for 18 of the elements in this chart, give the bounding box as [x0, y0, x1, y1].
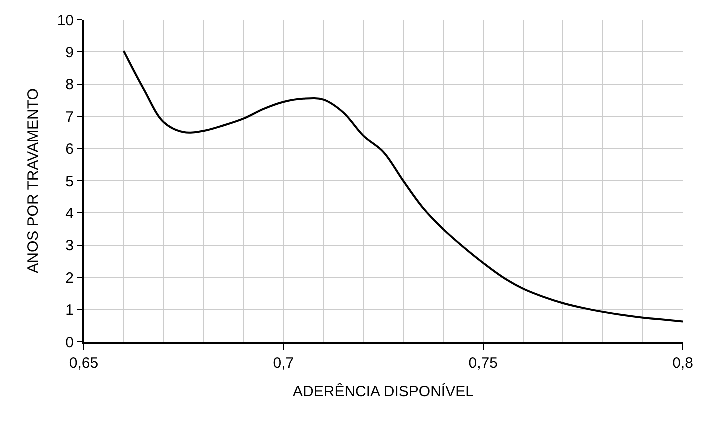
y-tick-label: 0	[66, 334, 74, 352]
y-tick-label: 1	[66, 302, 74, 320]
y-tick-label: 7	[66, 108, 74, 126]
y-tick-label: 5	[66, 173, 74, 190]
x-axis-title: ADERÊNCIA DISPONÍVEL	[293, 382, 474, 400]
y-axis-title: ANOS POR TRAVAMENTO	[25, 88, 42, 274]
x-tick-label: 0,8	[672, 355, 694, 372]
y-tick-label: 6	[66, 141, 74, 158]
line-series	[122, 50, 683, 323]
y-tick-label: 10	[57, 12, 74, 30]
y-tick-label: 8	[66, 76, 74, 94]
x-tick-label: 0,7	[273, 355, 294, 372]
y-tick-label: 9	[66, 44, 74, 62]
x-tick-label: 0,65	[69, 355, 99, 372]
y-tick-label: 4	[66, 205, 74, 222]
y-tick-label: 3	[66, 238, 74, 255]
x-tick-label: 0,75	[468, 355, 498, 372]
y-tick-label: 2	[66, 270, 74, 287]
